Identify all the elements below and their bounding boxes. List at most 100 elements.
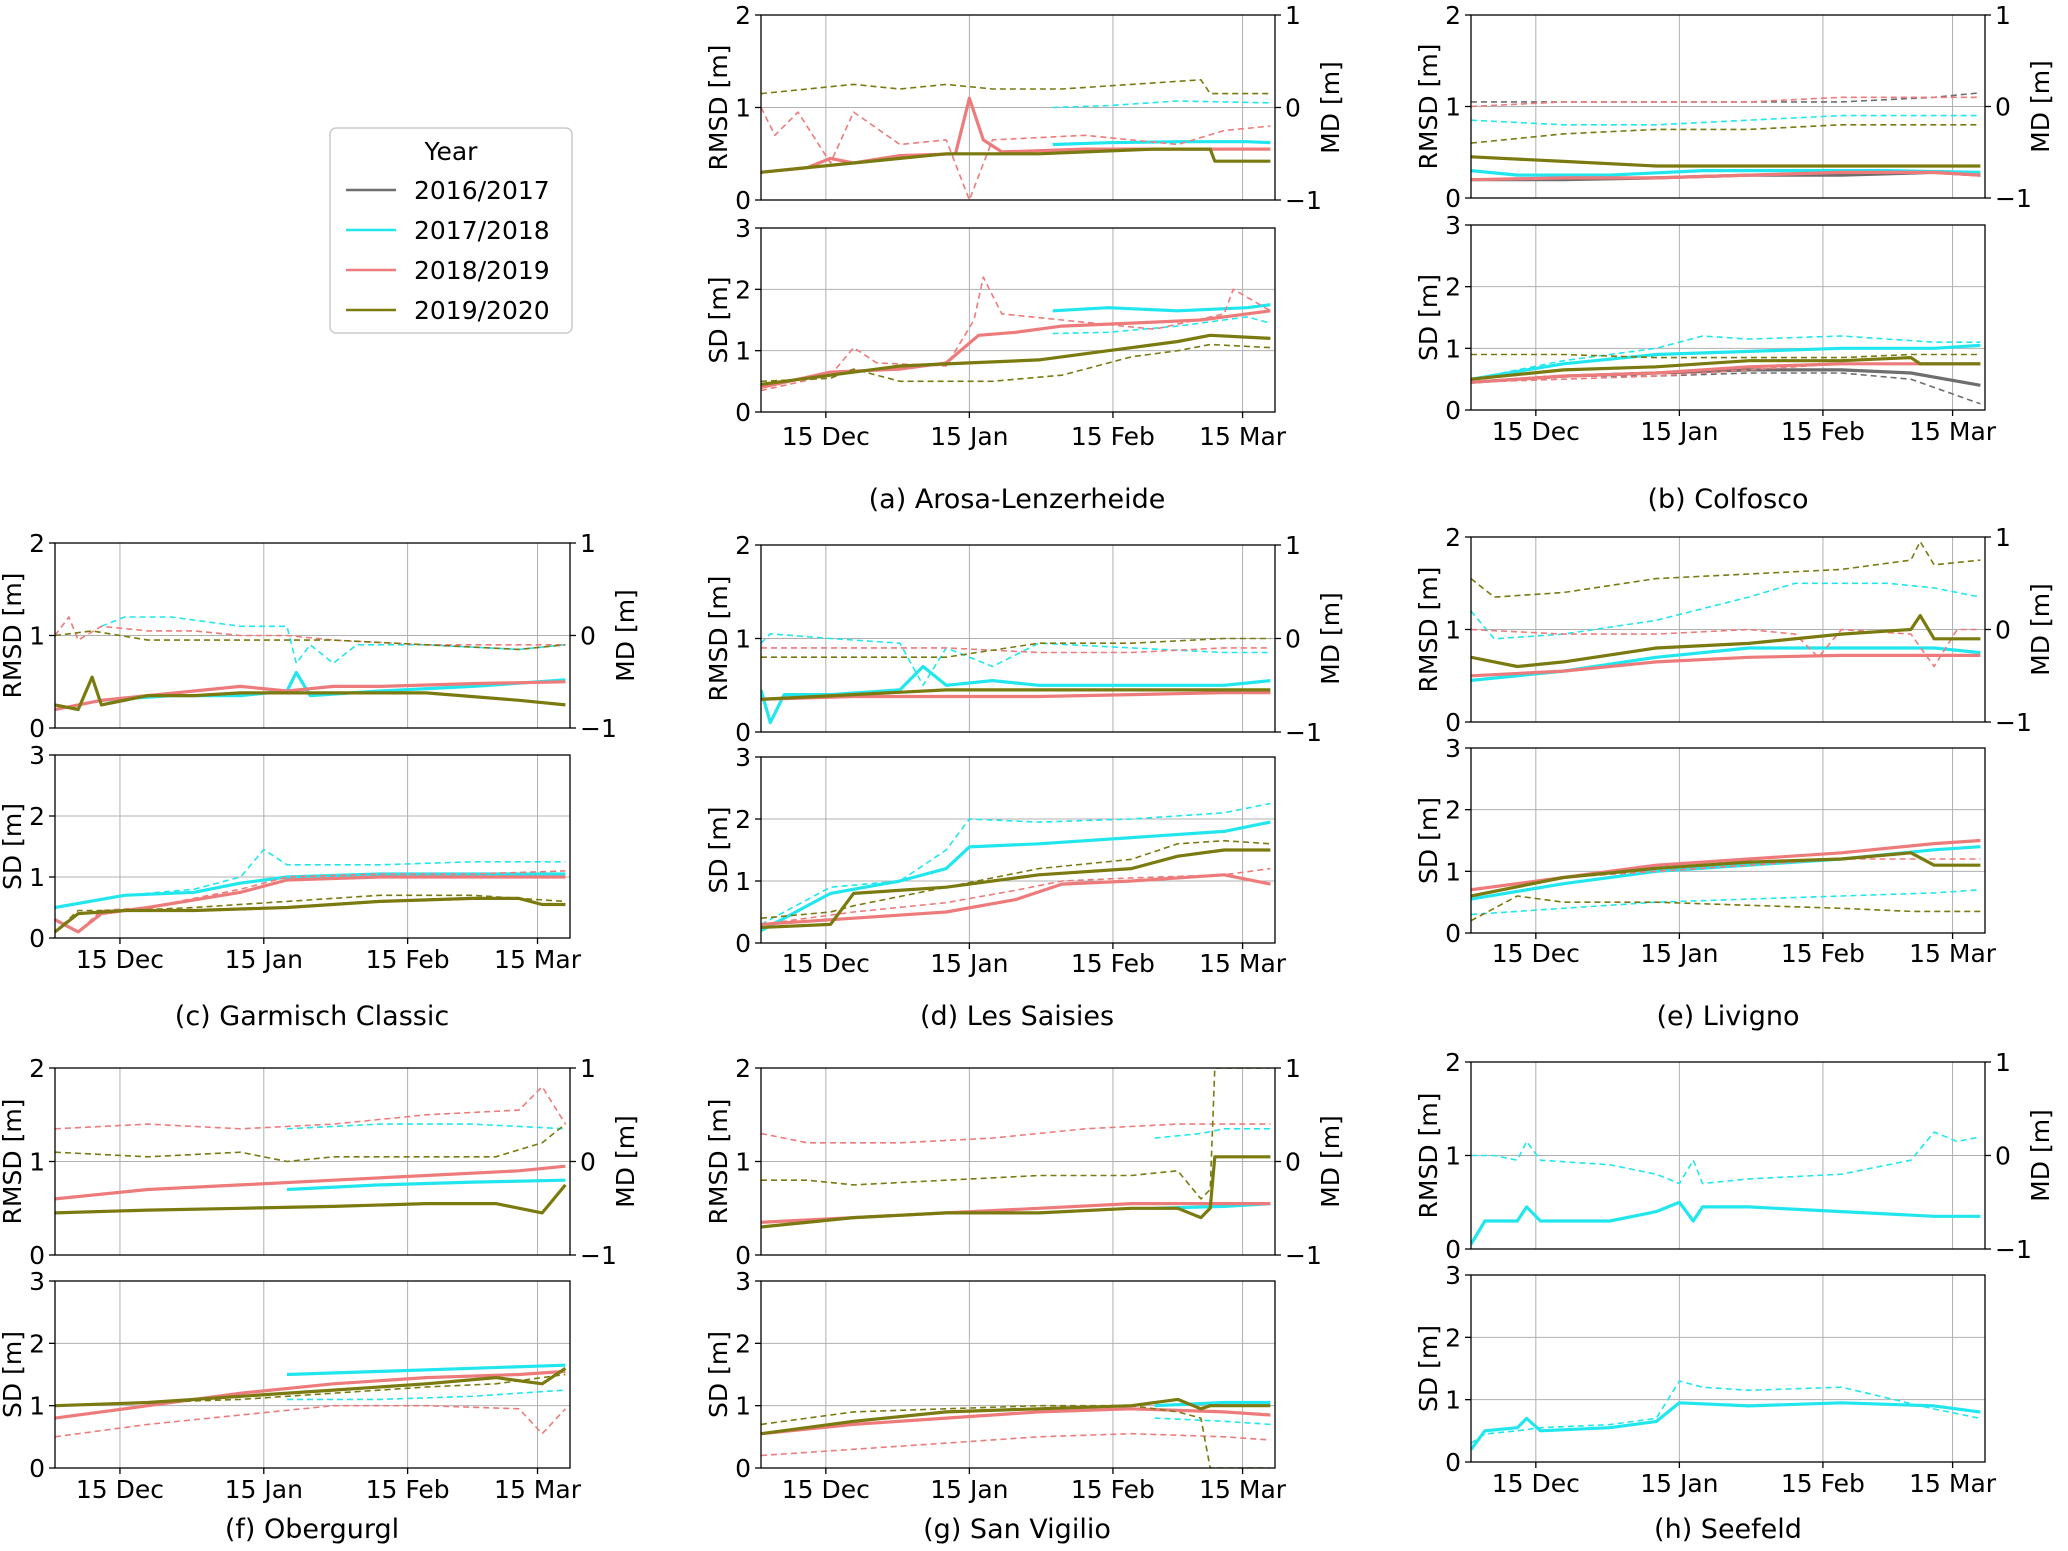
rmsd-line — [55, 680, 566, 712]
sd-line — [761, 333, 1271, 386]
plot-frame — [760, 1280, 1276, 1469]
md-axis-label: MD [m] — [1316, 1115, 1345, 1208]
md-line — [761, 632, 1271, 687]
sd-tick-label: 1 — [29, 863, 45, 892]
sd-line — [761, 873, 1271, 926]
sd-tick-label: 3 — [735, 743, 751, 772]
sd-tick-label: 3 — [29, 741, 45, 770]
rmsd-line — [286, 1178, 566, 1192]
rmsd-tick-label: 1 — [1445, 1142, 1461, 1171]
sd-line — [761, 1407, 1271, 1436]
md-tick-label: 1 — [1995, 523, 2011, 552]
rmsd-tick-label: 1 — [735, 94, 751, 123]
rmsd-tick-label: 1 — [29, 622, 45, 651]
sd-line — [1052, 303, 1271, 313]
sd-tick-label: 3 — [735, 1267, 751, 1296]
rmsd-tick-label: 2 — [29, 529, 45, 558]
md-line — [1154, 1128, 1271, 1139]
sd-tick-label: 0 — [735, 929, 751, 958]
sd-tick-label: 1 — [29, 1392, 45, 1421]
rmsd-tick-label: 2 — [1445, 1048, 1461, 1077]
sd-line — [1471, 851, 1981, 898]
x-tick-label: 15 Feb — [1071, 949, 1155, 978]
rmsd-tick-label: 0 — [1445, 1235, 1461, 1264]
md-tick-label: 0 — [1285, 1148, 1301, 1177]
x-tick-label: 15 Dec — [1492, 939, 1580, 968]
sd-line — [1471, 1401, 1981, 1451]
panel-6: 0 1 2 −1 0 1 0 1 2 3 15 Dec 15 Jan 15 Feb 15 Mar RMSD … — [704, 1054, 1345, 1545]
x-tick-label: 15 Dec — [1492, 1469, 1580, 1498]
sd-sensor-line — [1154, 1417, 1271, 1426]
rmsd-line — [1052, 140, 1271, 147]
x-tick-label: 15 Mar — [1199, 949, 1287, 978]
x-tick-label: 15 Dec — [76, 1475, 164, 1504]
rmsd-axis-label: RMSD [m] — [1414, 44, 1443, 170]
sd-line — [1471, 343, 1981, 381]
x-tick-label: 15 Jan — [1640, 1469, 1718, 1498]
md-tick-label: −1 — [1285, 186, 1322, 215]
sd-sensor-line — [761, 802, 1271, 926]
plot-frame — [1470, 224, 1986, 411]
rmsd-tick-label: 0 — [29, 714, 45, 743]
x-tick-label: 15 Jan — [1640, 417, 1718, 446]
rmsd-tick-label: 0 — [735, 718, 751, 747]
sd-axis-label: SD [m] — [704, 1331, 733, 1418]
sd-sensor-line — [287, 1389, 566, 1401]
rmsd-line — [761, 691, 1271, 701]
md-line — [101, 616, 566, 665]
x-tick-label: 15 Jan — [930, 949, 1008, 978]
sd-tick-label: 2 — [735, 275, 751, 304]
sd-line — [55, 872, 566, 910]
md-tick-label: −1 — [1285, 1241, 1322, 1270]
rmsd-axis-label: RMSD [m] — [704, 45, 733, 171]
rmsd-axis-label: RMSD [m] — [1414, 567, 1443, 693]
sd-line — [55, 1369, 566, 1420]
x-tick-label: 15 Jan — [930, 422, 1008, 451]
sd-tick-label: 2 — [29, 802, 45, 831]
sd-tick-label: 2 — [1445, 1323, 1461, 1352]
md-tick-label: 1 — [1285, 1, 1301, 30]
plot-frame — [54, 754, 571, 939]
sd-sensor-line — [1471, 353, 1981, 359]
md-line — [1471, 582, 1981, 640]
md-axis-label: MD [m] — [2026, 583, 2055, 676]
md-tick-label: 0 — [1285, 625, 1301, 654]
plot-frame — [760, 227, 1276, 413]
x-tick-label: 15 Feb — [1071, 422, 1155, 451]
md-tick-label: −1 — [1995, 184, 2032, 213]
x-tick-label: 15 Mar — [1909, 417, 1997, 446]
md-tick-label: 0 — [1995, 93, 2011, 122]
x-tick-label: 15 Jan — [1640, 939, 1718, 968]
md-tick-label: −1 — [1285, 718, 1322, 747]
md-axis-label: MD [m] — [1316, 61, 1345, 154]
sd-sensor-line — [55, 1404, 566, 1438]
rmsd-line — [1471, 1200, 1981, 1246]
x-tick-label: 15 Mar — [1199, 422, 1287, 451]
sd-line — [1154, 1400, 1271, 1408]
panel-caption: (a) Arosa-Lenzerheide — [869, 484, 1166, 515]
rmsd-line — [1471, 653, 1981, 678]
x-tick-label: 15 Dec — [782, 422, 870, 451]
sd-sensor-line — [1471, 335, 1981, 380]
md-line — [1471, 114, 1981, 126]
md-tick-label: 1 — [1285, 531, 1301, 560]
rmsd-axis-label: RMSD [m] — [1414, 1093, 1443, 1219]
x-tick-label: 15 Feb — [1781, 939, 1865, 968]
panel-1: 0 1 2 −1 0 1 0 1 2 3 15 Dec 15 Jan 15 Feb 15 Mar RMSD … — [1414, 1, 2055, 515]
sd-line — [761, 820, 1271, 933]
sd-tick-label: 3 — [1445, 211, 1461, 240]
md-line — [286, 1123, 566, 1130]
sd-tick-label: 1 — [735, 867, 751, 896]
md-axis-label: MD [m] — [2026, 60, 2055, 153]
sd-sensor-line — [55, 870, 566, 933]
md-tick-label: 1 — [1995, 1, 2011, 30]
sd-axis-label: SD [m] — [1414, 1325, 1443, 1412]
x-tick-label: 15 Mar — [494, 945, 582, 974]
sd-tick-label: 0 — [735, 398, 751, 427]
md-tick-label: 0 — [1285, 94, 1301, 123]
sd-tick-label: 2 — [735, 1329, 751, 1358]
rmsd-axis-label: RMSD [m] — [0, 573, 27, 699]
x-tick-label: 15 Dec — [782, 1475, 870, 1504]
sd-tick-label: 0 — [29, 924, 45, 953]
